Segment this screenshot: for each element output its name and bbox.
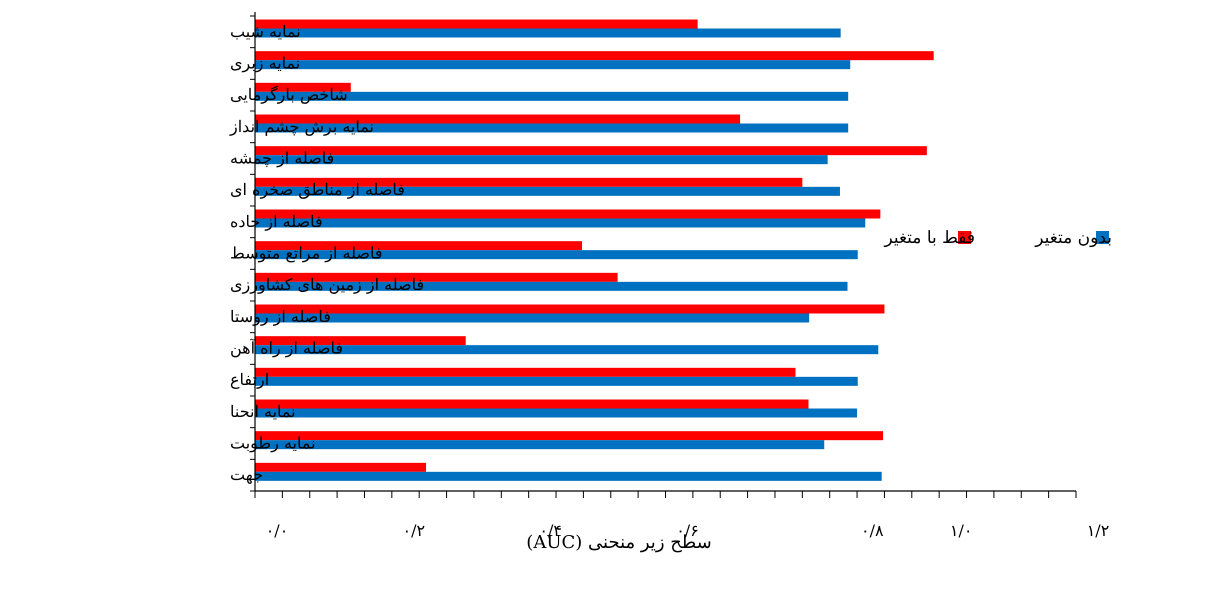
bar-without-variable: [255, 440, 825, 450]
category-label: نمایه زبری: [230, 54, 300, 73]
bar-only-variable: [255, 272, 618, 282]
bar-only-variable: [255, 336, 466, 346]
legend: فقط با متغیر بدون متغیر: [883, 228, 1112, 248]
bar-without-variable: [255, 250, 858, 260]
legend-swatch-blue: [1096, 231, 1109, 244]
bar-without-variable: [255, 281, 848, 291]
bar-only-variable: [255, 82, 351, 92]
legend-label-blue: بدون متغیر: [1034, 228, 1112, 248]
x-axis-title: سطح زیر منحنی (AUC): [526, 532, 711, 553]
category-label: نمایه انحنا: [230, 402, 296, 421]
category-label: نمایه شیب: [230, 22, 301, 41]
x-tick-label: ۱/۰: [950, 521, 973, 540]
category-label: فاصله از روستا: [230, 307, 331, 326]
bar-without-variable: [255, 313, 810, 323]
x-tick-label: ۱/۲: [1087, 521, 1110, 540]
bar-without-variable: [255, 471, 882, 481]
bar-without-variable: [255, 123, 849, 133]
bar-without-variable: [255, 60, 851, 70]
category-label: شاخص بارگرمایی: [230, 85, 348, 104]
category-label: فاصله از مراتع متوسط: [230, 244, 382, 263]
axes-layer: [250, 12, 1077, 498]
x-tick-label: ۰/۲: [403, 521, 426, 540]
category-label: نمایه رطوبت: [230, 434, 316, 453]
bar-only-variable: [255, 51, 934, 61]
bar-without-variable: [255, 408, 858, 418]
legend-label-red: فقط با متغیر: [883, 228, 975, 248]
bar-only-variable: [255, 241, 583, 251]
bar-without-variable: [255, 345, 879, 355]
category-label: فاصله از زمین های کشاورزی: [230, 275, 424, 294]
bar-without-variable: [255, 186, 840, 196]
bars-layer: [255, 19, 934, 481]
bar-only-variable: [255, 462, 427, 472]
bar-only-variable: [255, 177, 803, 187]
x-tick-label: ۰/۶: [676, 521, 699, 540]
bar-only-variable: [255, 19, 698, 29]
bar-without-variable: [255, 218, 866, 228]
category-label: فاصله از جاده: [230, 212, 323, 231]
bar-without-variable: [255, 376, 858, 386]
x-tick-label: ۰/۴: [539, 521, 562, 540]
bar-only-variable: [255, 399, 809, 409]
category-label: ارتفاع: [230, 370, 269, 389]
category-label: نمایه برش چشم انداز: [229, 117, 374, 136]
bar-only-variable: [255, 431, 884, 441]
bar-only-variable: [255, 367, 796, 377]
bar-without-variable: [255, 28, 841, 38]
bar-only-variable: [255, 146, 927, 156]
labels-layer: نمایه شیب نمایه زبری شاخص بارگرمایی نمایه ب…: [229, 22, 1109, 540]
x-tick-label: ۰/۰: [266, 521, 289, 540]
category-label: جهت: [230, 465, 263, 484]
x-tick-label: ۰/۸: [861, 521, 884, 540]
category-label: فاصله از چمشه: [230, 149, 334, 168]
category-label: فاصله از راه آهن: [230, 338, 343, 358]
bar-without-variable: [255, 155, 828, 165]
bar-only-variable: [255, 114, 741, 124]
bar-only-variable: [255, 209, 881, 219]
legend-swatch-red: [958, 231, 971, 244]
bar-without-variable: [255, 91, 849, 101]
category-label: فاصله از مناطق صخره ای: [230, 180, 405, 199]
bar-only-variable: [255, 304, 885, 314]
